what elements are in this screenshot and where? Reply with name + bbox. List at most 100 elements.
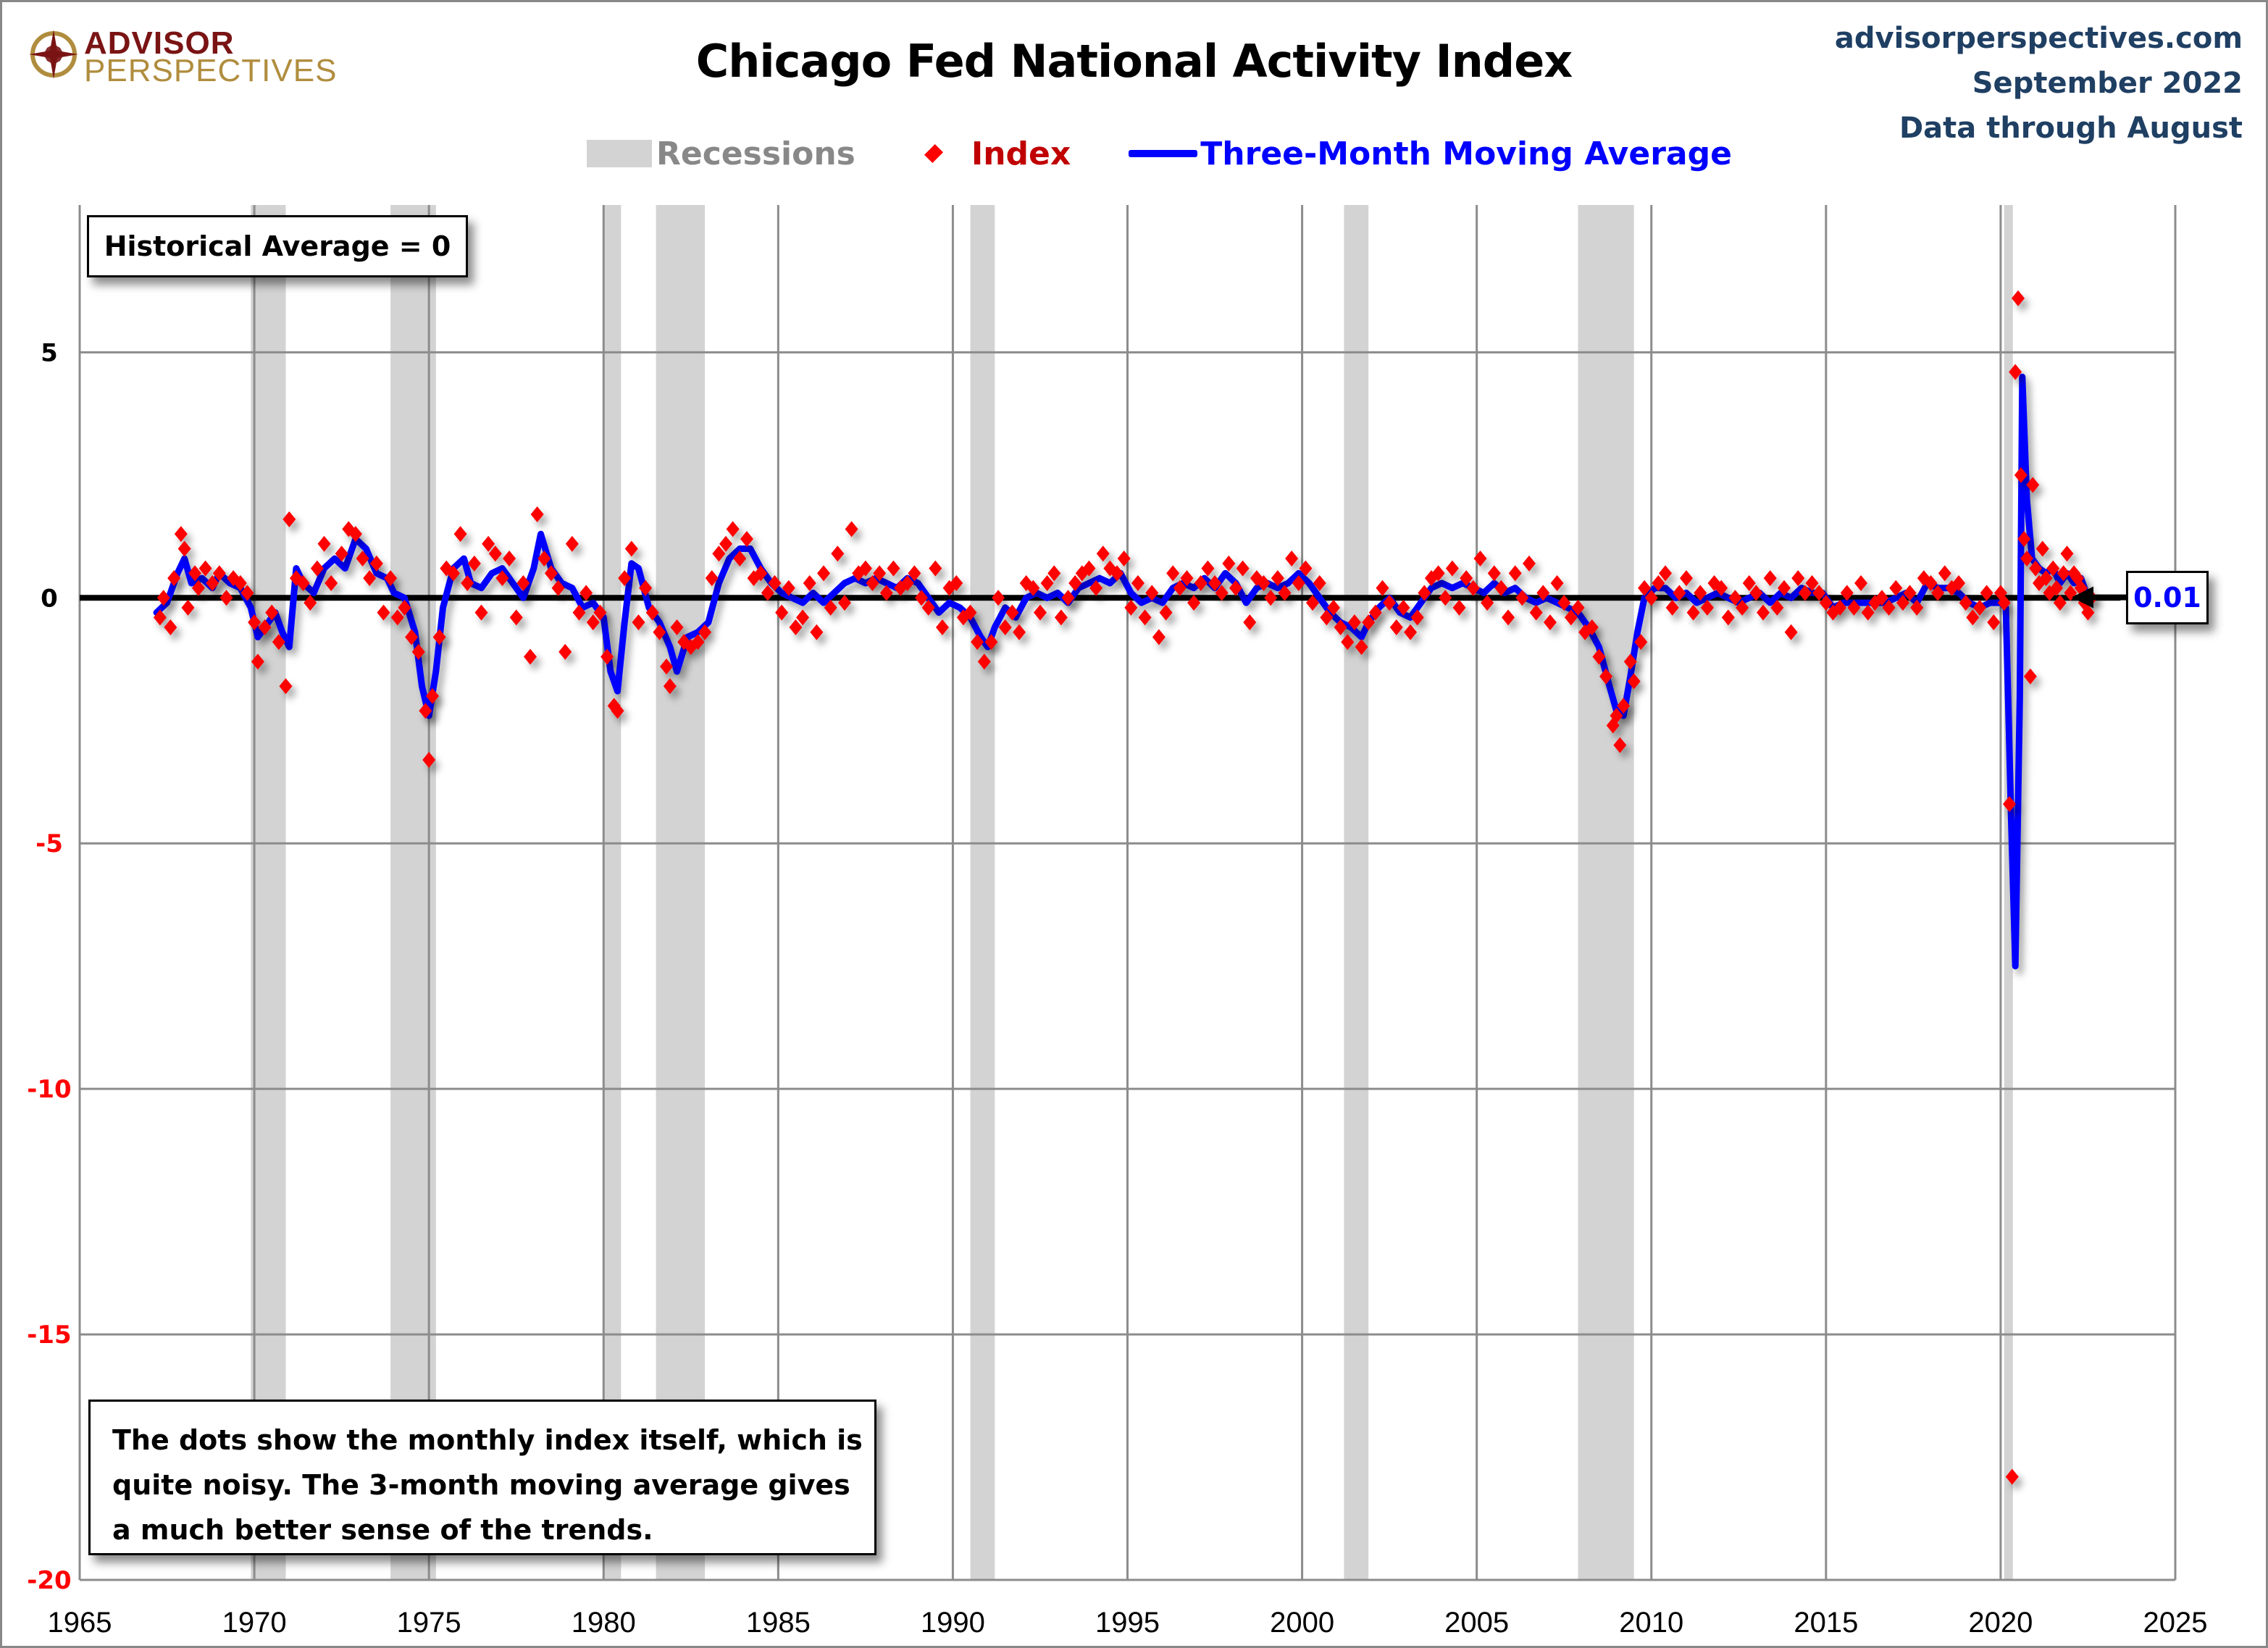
index-point — [432, 629, 446, 645]
index-point — [1599, 668, 1613, 685]
index-point — [1292, 574, 1305, 591]
index-point — [1791, 570, 1805, 587]
index-point — [384, 570, 398, 587]
index-point — [1889, 580, 1903, 596]
index-point — [2050, 580, 2064, 596]
index-point — [1096, 545, 1110, 562]
index-point — [272, 634, 285, 651]
index-point — [1972, 599, 1986, 616]
index-point — [251, 653, 264, 670]
index-point — [1847, 599, 1861, 616]
index-point — [1882, 599, 1896, 616]
index-point — [565, 535, 579, 552]
index-point — [1721, 609, 1735, 626]
index-point — [1452, 599, 1466, 616]
index-point — [1159, 604, 1173, 621]
index-point — [356, 551, 369, 567]
latest-value-label: 0.01 — [2126, 571, 2209, 624]
index-point — [1550, 574, 1564, 591]
chart-legend: Recessions Index Three-Month Moving Aver… — [587, 132, 1775, 175]
index-point — [1910, 599, 1924, 616]
logo-text-advisor: ADVISOR — [84, 25, 235, 61]
index-point — [283, 511, 296, 527]
recession-band — [251, 205, 286, 1580]
index-point — [551, 580, 565, 596]
index-point — [279, 678, 293, 695]
index-point — [639, 580, 653, 596]
index-point — [1040, 574, 1054, 591]
index-point — [1840, 585, 1854, 601]
index-point — [153, 609, 167, 626]
moving-average-series — [153, 373, 2095, 970]
index-point — [1627, 673, 1641, 690]
index-point — [1763, 570, 1777, 587]
index-point — [1903, 585, 1917, 601]
recession-band — [970, 205, 995, 1580]
index-point — [1117, 551, 1131, 567]
index-point — [601, 648, 614, 665]
index-point — [1124, 599, 1138, 616]
index-point — [523, 648, 537, 665]
index-point — [1665, 599, 1679, 616]
index-point — [1679, 570, 1693, 587]
index-point — [363, 570, 377, 587]
index-point — [1508, 565, 1522, 582]
index-point — [1285, 551, 1299, 567]
data-through-note: Data through August — [1899, 112, 2243, 145]
index-point — [1243, 614, 1257, 631]
gridlines — [78, 205, 2177, 1581]
index-point — [233, 574, 247, 591]
x-axis-ticks: 1965 1970 1975 1980 1985 1990 1995 2000 2005 2010… — [48, 1607, 2208, 1639]
index-point — [198, 560, 212, 577]
x-tick-label: 1980 — [572, 1607, 636, 1639]
index-point — [1068, 574, 1082, 591]
index-point — [691, 634, 705, 651]
index-point — [1264, 590, 1278, 606]
index-point — [1736, 599, 1749, 616]
index-point — [1481, 595, 1494, 611]
index-point — [618, 570, 632, 587]
index-point — [398, 599, 411, 616]
index-point — [579, 585, 593, 601]
index-point — [1833, 599, 1847, 616]
index-point — [1410, 609, 1424, 626]
index-point — [1341, 634, 1355, 651]
publication-date: September 2022 — [1972, 67, 2243, 100]
x-tick-label: 2010 — [1619, 1607, 1683, 1639]
index-point — [873, 565, 887, 582]
index-point — [248, 614, 261, 631]
index-point — [879, 585, 893, 601]
index-point — [1201, 560, 1215, 577]
index-point — [1749, 585, 1763, 601]
index-point — [977, 653, 991, 670]
index-point — [1299, 560, 1313, 577]
index-point — [1145, 585, 1159, 601]
index-point — [1487, 565, 1501, 582]
index-point — [1966, 609, 1980, 626]
index-point — [296, 574, 310, 591]
index-point — [461, 574, 474, 591]
index-point — [1571, 599, 1585, 616]
index-point — [624, 540, 638, 557]
legend-label-moving-average: Three-Month Moving Average — [1200, 135, 1732, 172]
x-tick-label: 2005 — [1444, 1607, 1509, 1639]
x-tick-label: 1975 — [397, 1607, 461, 1639]
index-point — [1896, 595, 1909, 611]
latest-value-arrow — [2072, 586, 2126, 608]
recession-band — [1578, 205, 1634, 1580]
index-point — [1376, 580, 1389, 596]
index-point — [1613, 737, 1627, 753]
index-point — [831, 545, 845, 562]
index-point — [1819, 595, 1833, 611]
index-point — [1257, 574, 1271, 591]
y-tick-label: -15 — [27, 1321, 71, 1350]
index-point — [908, 565, 921, 582]
recession-band — [656, 205, 706, 1580]
index-point — [810, 624, 824, 640]
index-point — [1924, 574, 1938, 591]
index-point — [1222, 555, 1236, 572]
index-point — [1686, 604, 1700, 621]
index-point — [156, 590, 170, 606]
index-point — [1652, 574, 1665, 591]
